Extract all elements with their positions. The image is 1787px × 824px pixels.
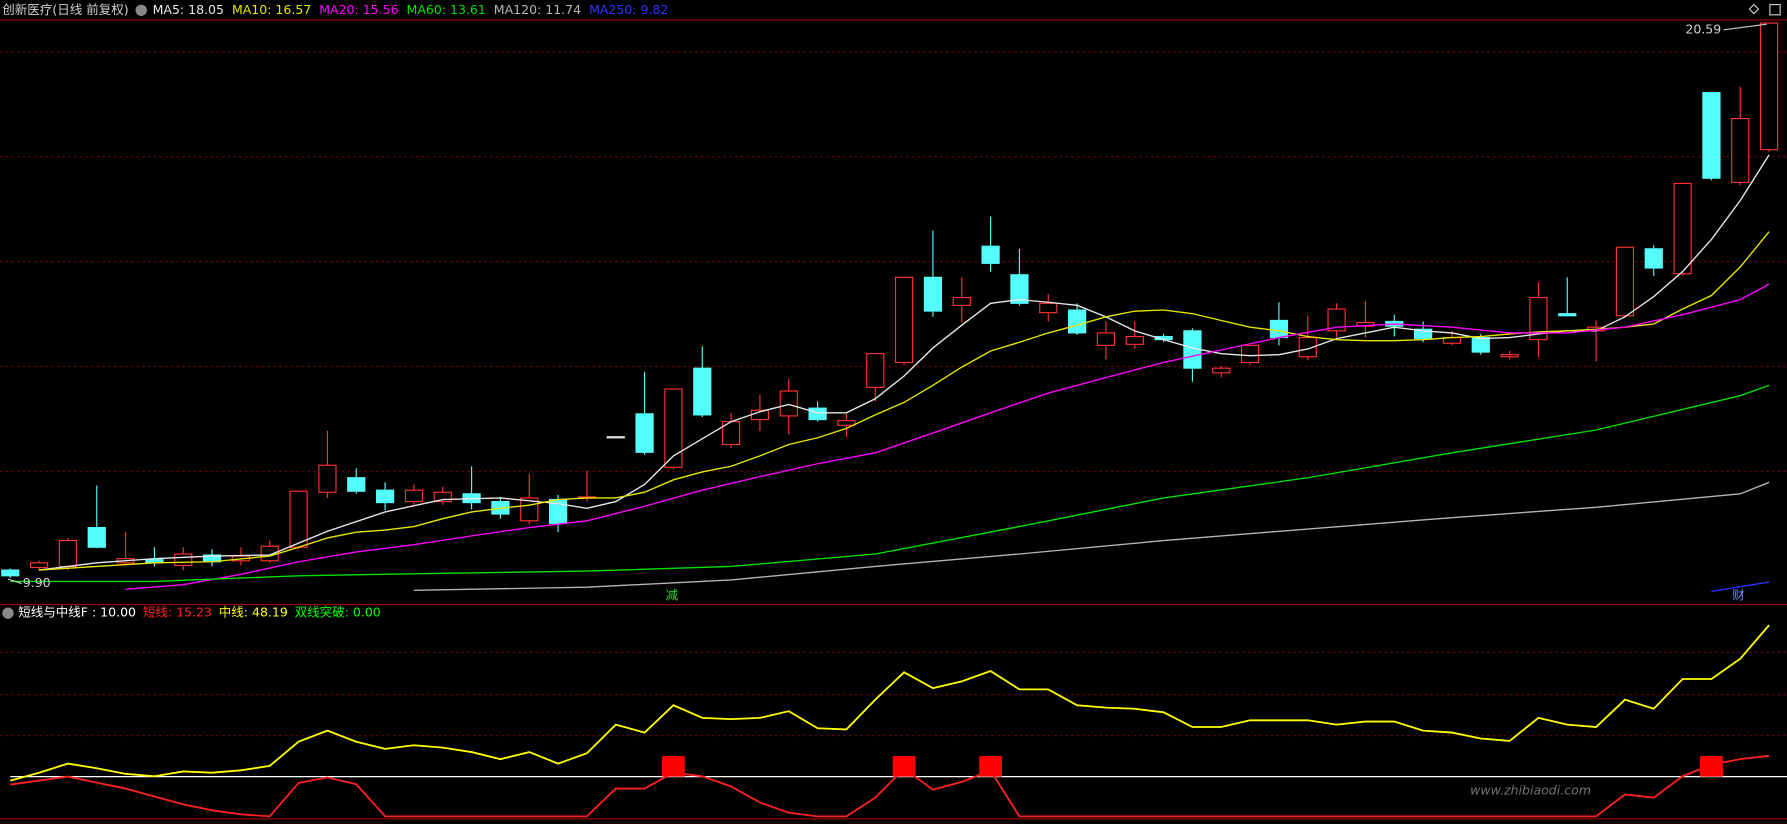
legend-entry: MA10: 16.57 (232, 2, 311, 17)
high-arrow (1723, 23, 1767, 31)
legend-entry: MA120: 11.74 (494, 2, 581, 17)
candle-body (260, 545, 279, 562)
candle-body (952, 297, 971, 306)
candle-body (1644, 248, 1663, 269)
candle-body (1, 569, 20, 577)
candle-body (866, 353, 885, 388)
candle-body (87, 526, 106, 548)
legend-entry: 短线: 15.23 (143, 605, 212, 620)
candle-body (635, 413, 654, 453)
ma-line (39, 231, 1770, 571)
candle-body (1010, 274, 1029, 304)
icon-diamond[interactable] (1748, 3, 1760, 15)
candle-body (1529, 297, 1548, 341)
signal-marker (1700, 756, 1723, 777)
indicator-header: 短线与中线F : 10.00 短线: 15.23 中线: 48.19 双线突破: 0.… (2, 605, 381, 620)
candle-body (1067, 309, 1087, 334)
frame (0, 3, 1787, 820)
candle-body (1327, 308, 1346, 332)
candle-body (837, 420, 856, 426)
candle-body (779, 390, 798, 417)
candle-body (606, 436, 625, 439)
candle-body (58, 539, 78, 568)
indicator-line (10, 624, 1770, 782)
indicator-line (10, 754, 1770, 818)
candle-body (433, 491, 452, 503)
candle-body (1125, 335, 1144, 345)
candle-body (923, 276, 943, 312)
ma-line (1711, 581, 1770, 593)
header-icon (135, 4, 147, 16)
candle-body (808, 407, 827, 421)
candle-body (1240, 344, 1260, 364)
labels: 减 财 www.zhibiaodi.com 20.59 9.90 (7, 21, 1767, 797)
icon-window[interactable] (1769, 3, 1781, 16)
candle-body (1558, 313, 1577, 317)
candle-body (289, 490, 308, 548)
price-header: 创新医疗(日线 前复权) MA5: 18.05 MA10: 16.57 MA20: … (2, 2, 668, 17)
legend-entry: MA20: 15.56 (319, 2, 398, 17)
annotation: 财 (1732, 588, 1745, 603)
legend-entry: MA5: 18.05 (153, 2, 224, 17)
header-icon (2, 607, 14, 619)
candle-body (1673, 182, 1692, 275)
candle-body (1471, 336, 1490, 353)
candle-body (1212, 367, 1231, 374)
candle-body (174, 553, 193, 566)
candle-body (1702, 92, 1721, 179)
legend-entry: 中线: 48.19 (219, 605, 288, 620)
signal-marker (662, 756, 685, 777)
candle-body (894, 276, 914, 364)
candle-body (693, 367, 712, 416)
watermark: www.zhibiaodi.com (1470, 782, 1591, 797)
candle-body (1039, 302, 1058, 314)
candle-body (1759, 22, 1779, 151)
legend-entry: MA250: 9.82 (589, 2, 668, 17)
candle-body (1096, 332, 1116, 346)
candle-body (29, 562, 49, 569)
indicator-pane (10, 624, 1787, 818)
candle-body (1298, 336, 1317, 358)
candle-body (664, 388, 683, 468)
legend-entry: 双线突破: 0.00 (295, 605, 381, 620)
ma-line (413, 481, 1770, 592)
candle-body (347, 477, 366, 492)
chart-title: 创新医疗(日线 前复权) (2, 2, 128, 17)
indicator-title: 短线与中线F : 10.00 (18, 605, 136, 620)
candle-body (375, 489, 395, 504)
signal-marker (979, 756, 1002, 777)
high-label: 20.59 (1685, 21, 1721, 36)
ma-line (10, 384, 1770, 583)
ma-line (39, 154, 1770, 571)
candle-body (318, 464, 337, 493)
candle-body (1615, 246, 1635, 317)
price-pane (1, 22, 1779, 593)
candle-body (1500, 354, 1519, 358)
ma-line (125, 283, 1770, 591)
candle-body (1731, 117, 1750, 183)
annotation: 减 (666, 588, 679, 603)
candle-body (520, 497, 539, 522)
candle-body (981, 245, 1000, 264)
low-label: 9.90 (23, 575, 51, 590)
low-arrow (7, 578, 22, 585)
legend-entry: MA60: 13.61 (407, 2, 486, 17)
candle-body (404, 489, 424, 503)
signal-marker (892, 756, 916, 777)
candle-body (1269, 319, 1289, 339)
candle-body (1413, 328, 1433, 340)
